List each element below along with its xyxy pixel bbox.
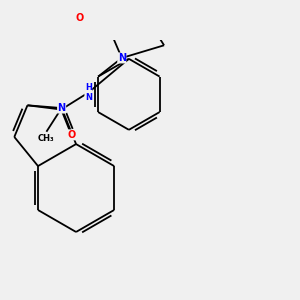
Text: N: N [118, 53, 126, 63]
Text: CH₃: CH₃ [38, 134, 55, 143]
Text: N: N [58, 103, 66, 113]
Text: H
N: H N [85, 83, 92, 102]
Text: O: O [67, 130, 76, 140]
Text: O: O [75, 13, 84, 23]
